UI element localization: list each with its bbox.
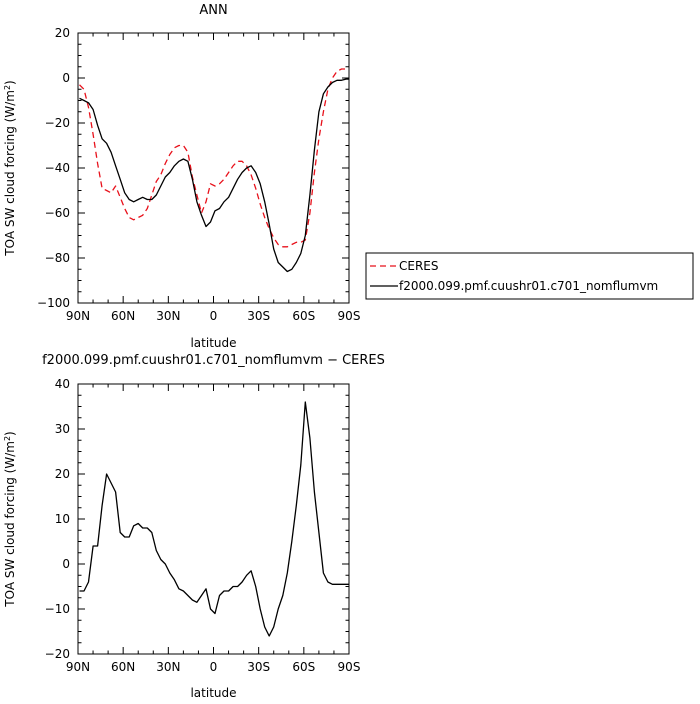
y-tick-label: −10 xyxy=(45,602,70,616)
y-tick-label: 0 xyxy=(62,71,70,85)
y-tick-label: −20 xyxy=(45,647,70,661)
x-tick-label: 0 xyxy=(210,309,218,323)
x-tick-label: 0 xyxy=(210,660,218,674)
x-tick-label: 90N xyxy=(66,660,90,674)
x-tick-label: 60S xyxy=(292,309,315,323)
x-tick-label: 30S xyxy=(247,309,270,323)
y-axis-label: TOA SW cloud forcing (W/m2) xyxy=(3,431,18,607)
x-tick-label: 60N xyxy=(111,309,135,323)
chart-title: f2000.099.pmf.cuushr01.c701_nomflumvm − … xyxy=(42,353,385,368)
chart-panel-2: −20 −10 0 10 20 30 40 90N 60N 30N 0 30S 60S 90S f2000.… xyxy=(3,353,385,700)
x-tick-label: 30N xyxy=(156,660,180,674)
y-tick-label: 10 xyxy=(55,512,70,526)
y-tick-label: −100 xyxy=(37,296,70,310)
x-tick-label: 60S xyxy=(292,660,315,674)
series-line-1 xyxy=(79,401,349,637)
legend-label: f2000.099.pmf.cuushr01.c701_nomflumvm xyxy=(399,279,658,293)
legend-label: CERES xyxy=(399,259,439,273)
series-line-2 xyxy=(79,78,349,273)
y-tick-label: 40 xyxy=(55,377,70,391)
y-tick-label: −20 xyxy=(45,116,70,130)
y-tick-label: −80 xyxy=(45,251,70,265)
y-tick-label: 30 xyxy=(55,422,70,436)
x-tick-label: 90N xyxy=(66,309,90,323)
x-tick-label: 90S xyxy=(338,660,361,674)
y-tick-label: 0 xyxy=(62,557,70,571)
y-tick-label: 20 xyxy=(55,26,70,40)
x-axis-label: latitude xyxy=(190,686,236,700)
legend-box xyxy=(365,252,694,300)
y-axis-label: TOA SW cloud forcing (W/m2) xyxy=(3,80,18,256)
y-tick-label: −40 xyxy=(45,161,70,175)
x-tick-label: 60N xyxy=(111,660,135,674)
chart-panel-1: −100 −80 −60 −40 −20 0 20 90N 60N 30N 0 30S 60S 90S AN… xyxy=(3,3,694,350)
x-tick-label: 90S xyxy=(338,309,361,323)
chart-title: ANN xyxy=(199,3,227,18)
x-tick-label: 30N xyxy=(156,309,180,323)
plot-frame xyxy=(77,32,350,304)
x-axis-label: latitude xyxy=(190,336,236,350)
y-tick-label: −60 xyxy=(45,206,70,220)
legend: CERES f2000.099.pmf.cuushr01.c701_nomflum… xyxy=(365,252,694,300)
y-tick-label: 20 xyxy=(55,467,70,481)
series-line-1 xyxy=(79,68,349,248)
x-tick-label: 30S xyxy=(247,660,270,674)
